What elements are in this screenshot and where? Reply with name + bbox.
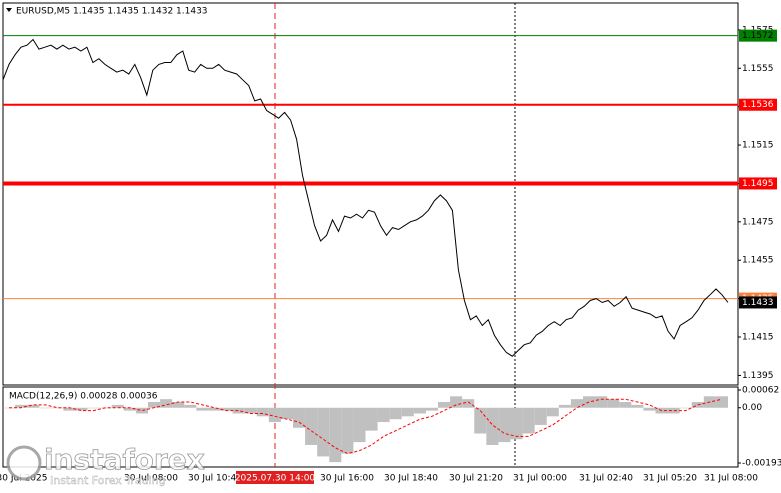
macd-bar [365, 407, 378, 431]
macd-bar [438, 402, 451, 408]
macd-bar [184, 404, 197, 408]
macd-bar [389, 407, 402, 420]
macd-bar [244, 407, 257, 414]
macd-bar [498, 407, 511, 443]
macd-bar [474, 407, 487, 434]
y-tick-label: 0.00062 [742, 386, 779, 396]
macd-bar [208, 407, 221, 411]
macd-bar [256, 407, 269, 417]
cursor-label: 2025.07.30 14:00 [235, 474, 316, 484]
macd-bar [196, 407, 209, 411]
title-arrow [6, 8, 12, 12]
macd-bar [450, 396, 463, 408]
macd-bar [63, 407, 76, 411]
x-tick-label: 30 Jul 18:40 [384, 474, 438, 484]
macd-bar [15, 404, 28, 408]
macd-bar [341, 407, 354, 454]
signal-line [9, 398, 723, 455]
x-tick-label: 31 Jul 00:00 [513, 474, 567, 484]
x-tick-label: 30 Jul 16:00 [320, 474, 374, 484]
macd-bar [87, 407, 100, 409]
macd-bar [667, 407, 680, 414]
price-line [2, 38, 729, 357]
macd-title: MACD(12,26,9) 0.00028 0.00036 [9, 392, 158, 402]
macd-bar [534, 407, 547, 425]
macd-bar [51, 407, 64, 409]
macd-bar [462, 399, 475, 408]
level-tag [739, 29, 777, 42]
macd-bar [679, 407, 692, 409]
macd-bar [317, 407, 330, 457]
macd-bar [715, 396, 728, 408]
x-tick-label: 31 Jul 05:20 [643, 474, 697, 484]
y-tick-label: 1.1515 [742, 141, 774, 151]
x-tick-label: 30 Jul 08:00 [124, 474, 178, 484]
macd-bar [39, 407, 52, 409]
x-tick-label: 30 Jul 10:40 [188, 474, 242, 484]
macd-bar [329, 407, 342, 463]
x-tick-label: 31 Jul 08:00 [704, 474, 758, 484]
level-tag [739, 177, 777, 190]
x-tick-label: 31 Jul 02:40 [579, 474, 633, 484]
macd-bar [280, 407, 293, 420]
y-tick-label: 1.1475 [742, 217, 774, 227]
macd-bar [619, 402, 632, 408]
macd-bar [546, 407, 559, 417]
macd-bar [522, 407, 535, 434]
macd-bar [75, 407, 88, 411]
macd-bar [631, 404, 644, 408]
watermark-tagline: Instant Forex Trading [50, 474, 166, 487]
macd-bar [607, 399, 620, 408]
level-label: 1.1572 [742, 31, 774, 41]
watermark-logo [6, 445, 42, 481]
level-label: 1.1536 [742, 100, 774, 110]
y-tick-label: 1.1395 [742, 371, 774, 381]
macd-bar [27, 404, 40, 408]
macd-bar [135, 407, 148, 414]
macd-bar [595, 396, 608, 408]
macd-panel [2, 386, 739, 468]
macd-bar [570, 399, 583, 408]
macd-bar [425, 407, 438, 411]
price-panel [2, 2, 739, 386]
macd-bar [220, 407, 233, 411]
last-price-tag [739, 296, 777, 309]
chart-title: EURUSD,M5 1.1435 1.1435 1.1432 1.1433 [16, 7, 208, 17]
macd-bar [172, 402, 185, 408]
macd-bar [353, 407, 366, 443]
y-tick-label: 1.1455 [742, 256, 774, 266]
macd-bar [486, 407, 499, 445]
macd-bar [111, 404, 124, 408]
macd-bar [305, 407, 318, 445]
x-tick-label: 30 Jul 21:20 [449, 474, 503, 484]
y-tick-label: -0.00193 [742, 459, 781, 469]
macd-bar [123, 407, 136, 411]
level-tag [739, 98, 777, 111]
y-tick-label: 1.1555 [742, 64, 774, 74]
macd-bar [293, 407, 306, 428]
macd-bar [377, 407, 390, 423]
macd-bar [268, 407, 281, 423]
level-label: 1.1495 [742, 179, 774, 189]
macd-bar [160, 399, 173, 408]
macd-bar [148, 402, 161, 408]
macd-bar [413, 407, 426, 414]
macd-bar [232, 407, 245, 414]
y-tick-label: 0.00 [742, 403, 762, 413]
cursor-tag [236, 471, 314, 484]
macd-bar [643, 407, 656, 411]
y-tick-label: 1.1415 [742, 333, 774, 343]
macd-bar [401, 407, 414, 417]
watermark-brand: instaforex [44, 443, 205, 476]
macd-bar [558, 404, 571, 408]
last-price-label: 1.1433 [742, 298, 774, 308]
macd-bar [510, 407, 523, 440]
